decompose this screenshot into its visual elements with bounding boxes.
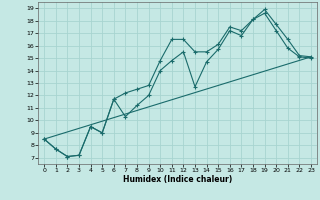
- X-axis label: Humidex (Indice chaleur): Humidex (Indice chaleur): [123, 175, 232, 184]
